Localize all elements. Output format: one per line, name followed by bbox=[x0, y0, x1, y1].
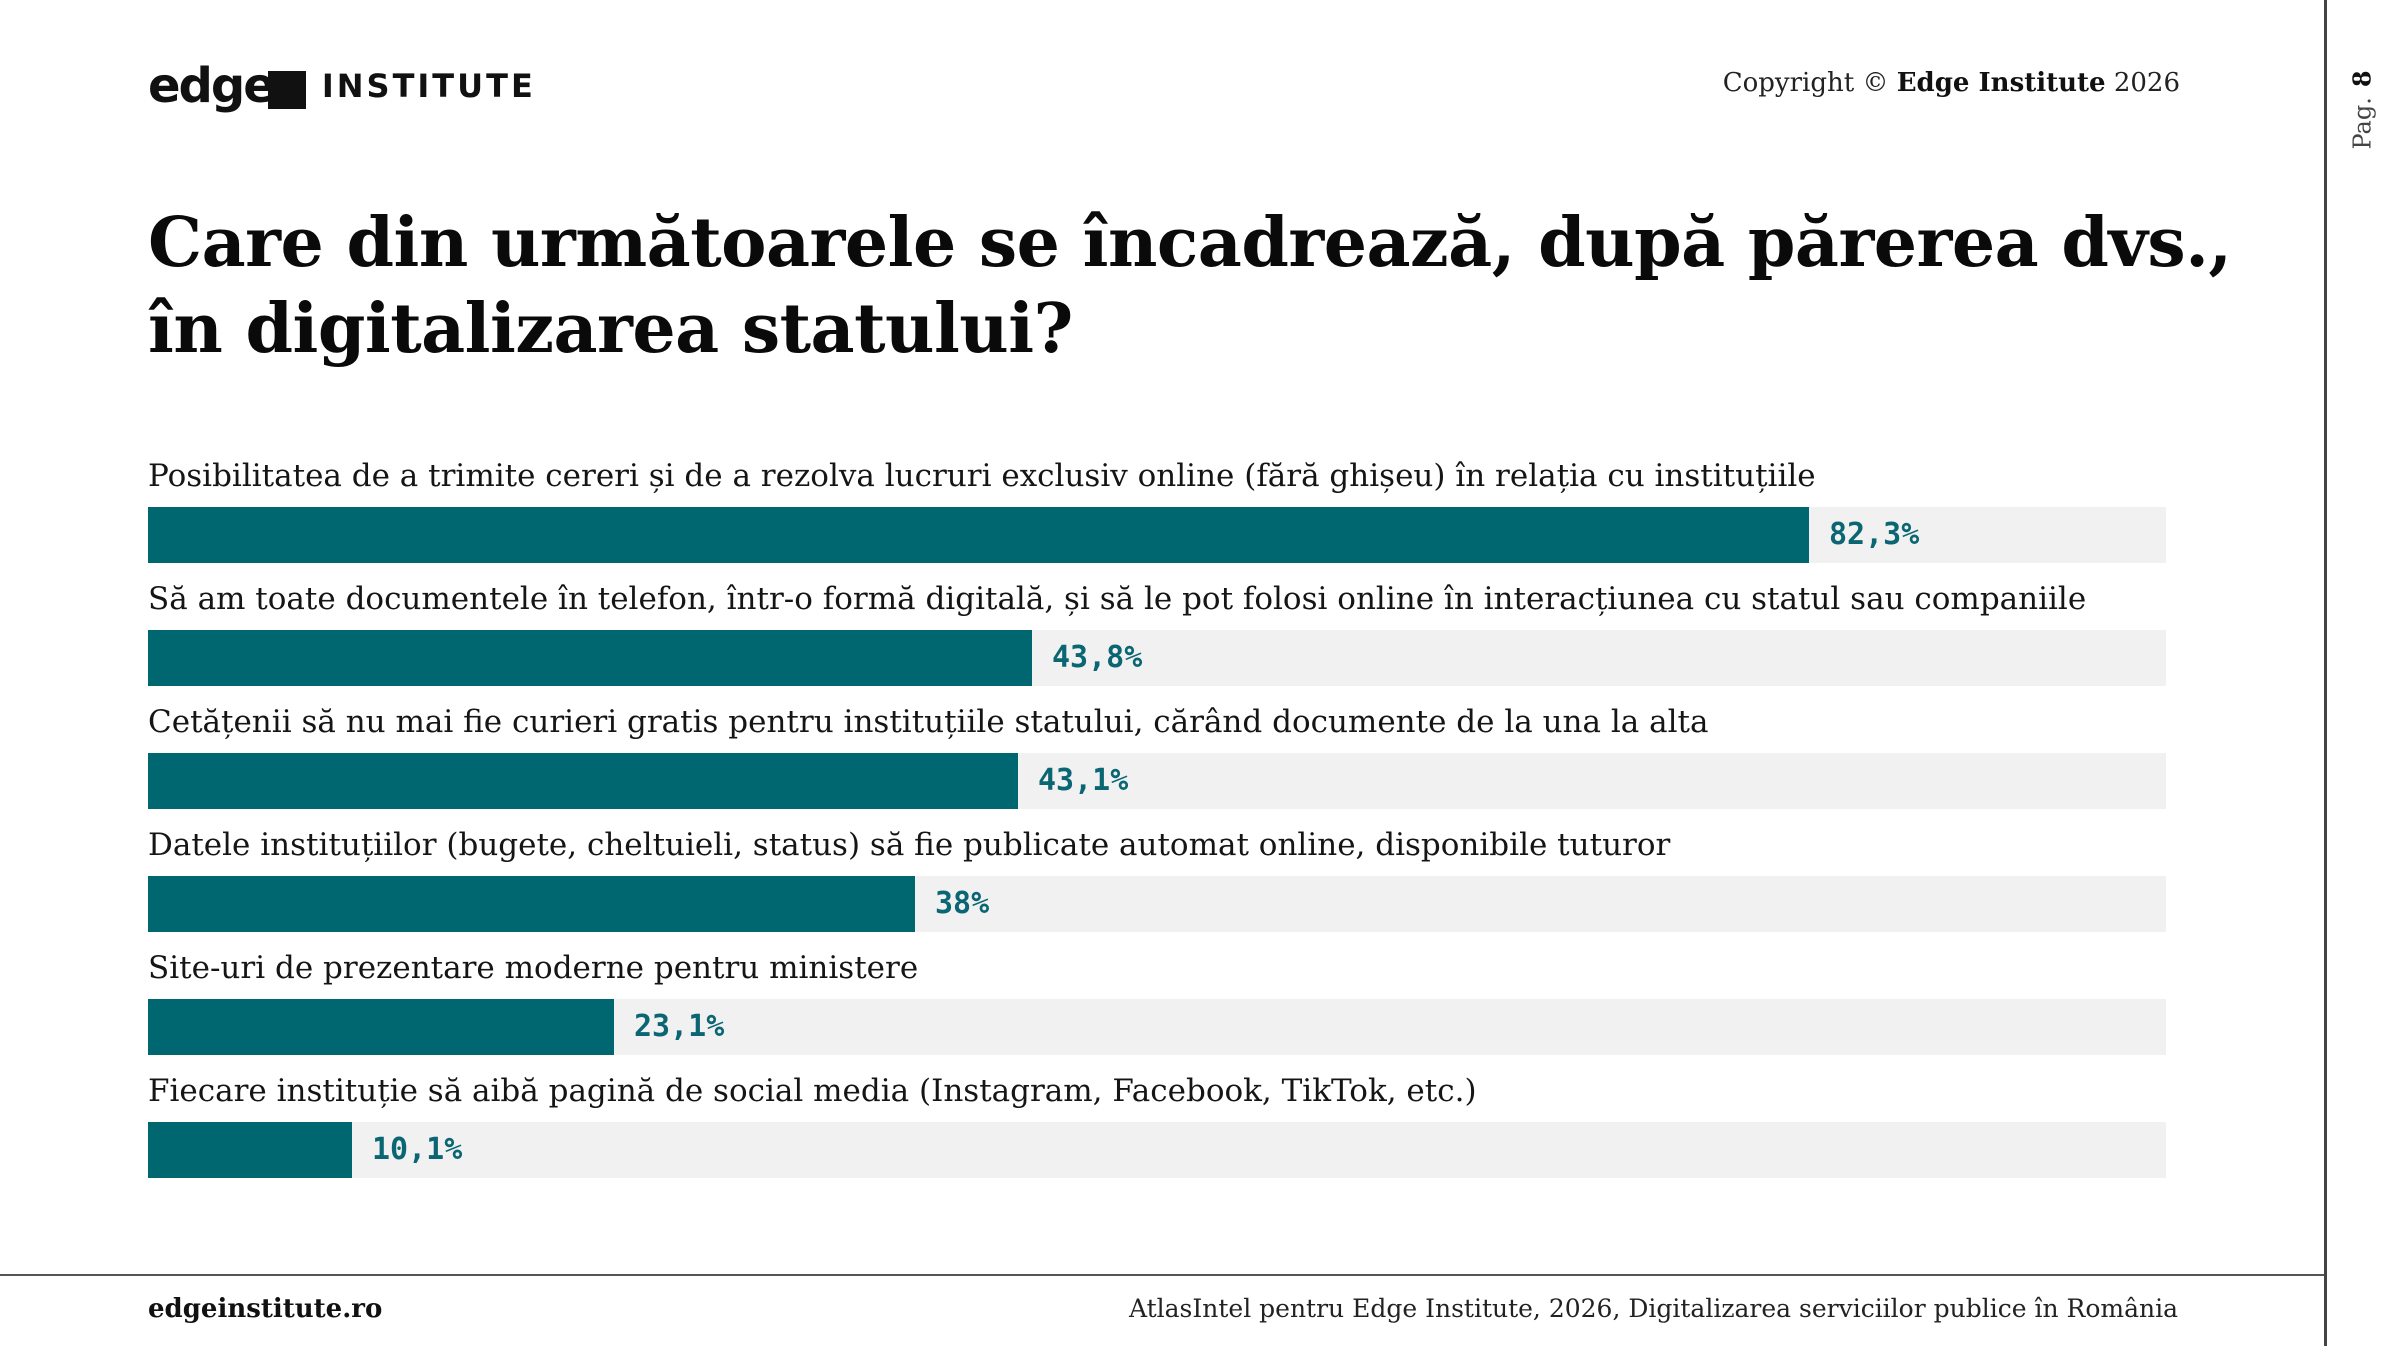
logo-subtitle: INSTITUTE bbox=[321, 67, 536, 105]
data-label: 10,1% bbox=[372, 1132, 463, 1167]
data-label: 23,1% bbox=[634, 1009, 725, 1044]
footer-website: edgeinstitute.ro bbox=[148, 1294, 383, 1324]
bar-track: 43,8% bbox=[148, 630, 2166, 686]
category-label: Cetățenii să nu mai fie curieri gratis p… bbox=[148, 704, 1709, 740]
bar-track: 82,3% bbox=[148, 507, 2166, 563]
page-number-label: Pag. bbox=[2348, 97, 2377, 150]
footer-source: AtlasIntel pentru Edge Institute, 2026, … bbox=[1129, 1294, 2178, 1323]
copyright-brand: Edge Institute bbox=[1896, 68, 2106, 98]
category-label: Site-uri de prezentare moderne pentru mi… bbox=[148, 950, 919, 986]
chart-row: Posibilitatea de a trimite cereri și de … bbox=[148, 454, 2166, 577]
chart-row: Cetățenii să nu mai fie curieri gratis p… bbox=[148, 700, 2166, 823]
category-label: Posibilitatea de a trimite cereri și de … bbox=[148, 458, 1816, 494]
bar bbox=[148, 753, 1018, 809]
chart-row: Să am toate documentele în telefon, într… bbox=[148, 577, 2166, 700]
data-label: 82,3% bbox=[1829, 517, 1920, 552]
category-label: Datele instituțiilor (bugete, cheltuieli… bbox=[148, 827, 1671, 863]
edge-institute-logo: edge INSTITUTE bbox=[148, 58, 536, 114]
logo-square-icon bbox=[267, 71, 306, 109]
page-side-divider bbox=[2324, 0, 2327, 1346]
page-number-value: 8 bbox=[2347, 70, 2377, 88]
category-label: Fiecare instituție să aibă pagină de soc… bbox=[148, 1073, 1477, 1109]
bar-track: 23,1% bbox=[148, 999, 2166, 1055]
bar bbox=[148, 630, 1032, 686]
bar bbox=[148, 999, 614, 1055]
horizontal-bar-chart: Posibilitatea de a trimite cereri și de … bbox=[148, 454, 2166, 1192]
page-number: Pag. 8 bbox=[2338, 60, 2386, 160]
copyright-prefix: Copyright © bbox=[1722, 68, 1889, 98]
bar-track: 10,1% bbox=[148, 1122, 2166, 1178]
bar bbox=[148, 507, 1809, 563]
chart-row: Datele instituțiilor (bugete, cheltuieli… bbox=[148, 823, 2166, 946]
copyright-year: 2026 bbox=[2113, 68, 2180, 98]
chart-title: Care din următoarele se încadrează, după… bbox=[148, 203, 2232, 369]
category-label: Să am toate documentele în telefon, într… bbox=[148, 581, 2087, 617]
logo-wordmark: edge bbox=[148, 58, 276, 114]
chart-row: Fiecare instituție să aibă pagină de soc… bbox=[148, 1069, 2166, 1192]
chart-row: Site-uri de prezentare moderne pentru mi… bbox=[148, 946, 2166, 1069]
data-label: 43,8% bbox=[1052, 640, 1143, 675]
bar bbox=[148, 1122, 352, 1178]
data-label: 43,1% bbox=[1038, 763, 1129, 798]
bar-track: 38% bbox=[148, 876, 2166, 932]
data-label: 38% bbox=[935, 886, 990, 921]
copyright-notice: Copyright © Edge Institute 2026 bbox=[1723, 68, 2180, 98]
bar-track: 43,1% bbox=[148, 753, 2166, 809]
footer-divider bbox=[0, 1274, 2324, 1276]
bar bbox=[148, 876, 915, 932]
